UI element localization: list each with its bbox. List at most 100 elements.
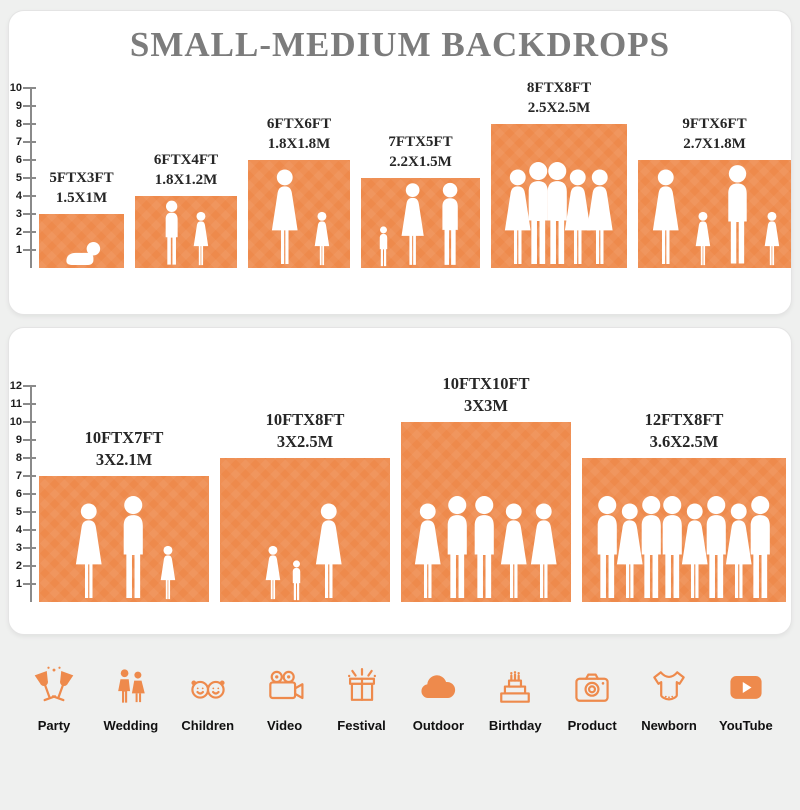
girl-silhouette — [187, 211, 215, 267]
video-icon — [268, 670, 304, 700]
people-silhouettes — [223, 502, 387, 601]
backdrop-bar — [220, 458, 390, 602]
category-label: Newborn — [641, 718, 697, 733]
axis-tick-label: 9 — [15, 434, 22, 446]
category-youtube: YouTube — [718, 665, 774, 733]
axis-tick — [23, 457, 36, 459]
category-outdoor: Outdoor — [410, 665, 466, 733]
backdrop-bar — [39, 476, 209, 602]
small-medium-panel: SMALL-MEDIUM BACKDROPS 1 2 3 4 5 6 7 8 9 10 5FTX3F… — [8, 10, 792, 315]
wedding-icon — [118, 669, 145, 703]
category-birthday: Birthday — [487, 665, 543, 733]
people-silhouettes — [251, 168, 347, 267]
children-icon — [191, 680, 225, 699]
boy-silhouette — [157, 200, 186, 267]
category-product: Product — [564, 665, 620, 733]
axis-tick — [23, 583, 36, 585]
woman-silhouette — [262, 168, 308, 267]
axis-tick — [23, 231, 36, 233]
axis-tick-label: 4 — [15, 190, 22, 202]
backdrop-size-label: 10FTX7FT 3X2.1M — [84, 428, 164, 470]
toddler-silhouette — [287, 560, 306, 601]
toddler-silhouette — [374, 226, 393, 267]
category-festival: Festival — [334, 665, 390, 733]
axis-tick-label: 12 — [9, 380, 22, 392]
woman-silhouette — [521, 502, 567, 601]
axis-tick-label: 10 — [9, 82, 22, 94]
backdrop-size-label: 7FTX5FT 2.2X1.5M — [388, 134, 453, 171]
backdrop-bar — [248, 160, 350, 268]
backdrop-bar — [582, 458, 786, 602]
people-silhouettes — [364, 182, 477, 268]
backdrop-size-label: 8FTX8FT 2.5X2.5M — [526, 80, 592, 117]
girl-silhouette — [689, 211, 717, 267]
woman-silhouette — [577, 168, 623, 267]
axis-tick-label: 4 — [15, 524, 22, 536]
axis-tick-label: 5 — [15, 506, 22, 518]
youtube-icon — [730, 676, 762, 699]
category-row: Party Wedding — [0, 665, 800, 733]
axis-tick-label: 10 — [9, 416, 22, 428]
outdoor-icon — [421, 675, 456, 698]
category-label: Children — [181, 718, 235, 733]
axis-tick — [23, 565, 36, 567]
backdrop-size-label: 12FTX8FT 3.6X2.5M — [644, 410, 724, 452]
people-silhouettes — [404, 495, 568, 601]
category-label: Video — [267, 718, 303, 733]
backdrop-size-label: 5FTX3FT 1.5X1M — [49, 170, 114, 207]
backdrop-bar — [135, 196, 237, 268]
category-label: Festival — [337, 718, 386, 733]
girl-silhouette — [758, 211, 786, 267]
axis-tick — [23, 385, 36, 387]
axis-tick — [23, 87, 36, 89]
baby-silhouette — [61, 240, 102, 267]
backdrop-bar — [638, 160, 791, 268]
axis-tick — [23, 213, 36, 215]
axis-tick — [23, 475, 36, 477]
backdrop-size-label: 6FTX4FT 1.8X1.2M — [153, 152, 219, 189]
man-silhouette — [717, 164, 758, 267]
axis-tick-label: 1 — [15, 244, 22, 256]
woman-silhouette — [306, 502, 352, 601]
axis-tick-label: 5 — [15, 172, 22, 184]
category-label: YouTube — [719, 718, 773, 733]
category-label: Birthday — [488, 718, 542, 733]
category-label: Party — [37, 718, 71, 733]
backdrop-size-chart-large: 1 2 3 4 5 6 7 8 9 10 11 12 10FTX7FT 3X2.1M 10FTX8FT 3X2… — [9, 340, 791, 602]
product-icon — [575, 673, 609, 702]
backdrop-bar — [39, 214, 124, 268]
category-label: Outdoor — [412, 718, 464, 733]
backdrop-size-label: 10FTX8FT 3X2.5M — [265, 410, 345, 452]
girl-silhouette — [154, 545, 182, 601]
axis-tick-label: 9 — [15, 100, 22, 112]
woman-silhouette — [393, 182, 432, 268]
category-party: Party — [26, 665, 82, 733]
people-silhouettes — [641, 164, 788, 267]
axis-tick-label: 11 — [10, 398, 22, 410]
axis-tick — [23, 123, 36, 125]
axis-tick-label: 6 — [15, 154, 22, 166]
axis-tick — [23, 403, 36, 405]
category-label: Wedding — [103, 718, 159, 733]
category-video: Video — [257, 665, 313, 733]
backdrop-size-label: 6FTX6FT 1.8X1.8M — [266, 116, 332, 153]
woman-silhouette — [643, 168, 689, 267]
axis-tick-label: 8 — [15, 118, 22, 130]
axis-tick — [23, 141, 36, 143]
backdrop-bar — [361, 178, 480, 268]
people-silhouettes — [585, 495, 783, 601]
backdrop-size-label: 9FTX6FT 2.7X1.8M — [682, 116, 747, 153]
axis-tick — [23, 529, 36, 531]
backdrop-bar — [491, 124, 627, 268]
man-silhouette — [739, 495, 782, 601]
axis-tick-label: 1 — [15, 578, 22, 590]
axis-tick — [23, 493, 36, 495]
backdrop-size-infographic: SMALL-MEDIUM BACKDROPS 1 2 3 4 5 6 7 8 9 10 5FTX3F… — [0, 10, 800, 733]
people-silhouettes — [138, 200, 234, 267]
axis-tick-label: 7 — [15, 136, 22, 148]
axis-tick-label: 3 — [15, 208, 22, 220]
backdrop-size-chart-small: 1 2 3 4 5 6 7 8 9 10 5FTX3FT 1.5X1M 6FTX4FT 1.8X1.2M 6… — [9, 71, 791, 268]
backdrop-bar — [401, 422, 571, 602]
festival-icon — [347, 668, 376, 701]
category-children: Children — [180, 665, 236, 733]
